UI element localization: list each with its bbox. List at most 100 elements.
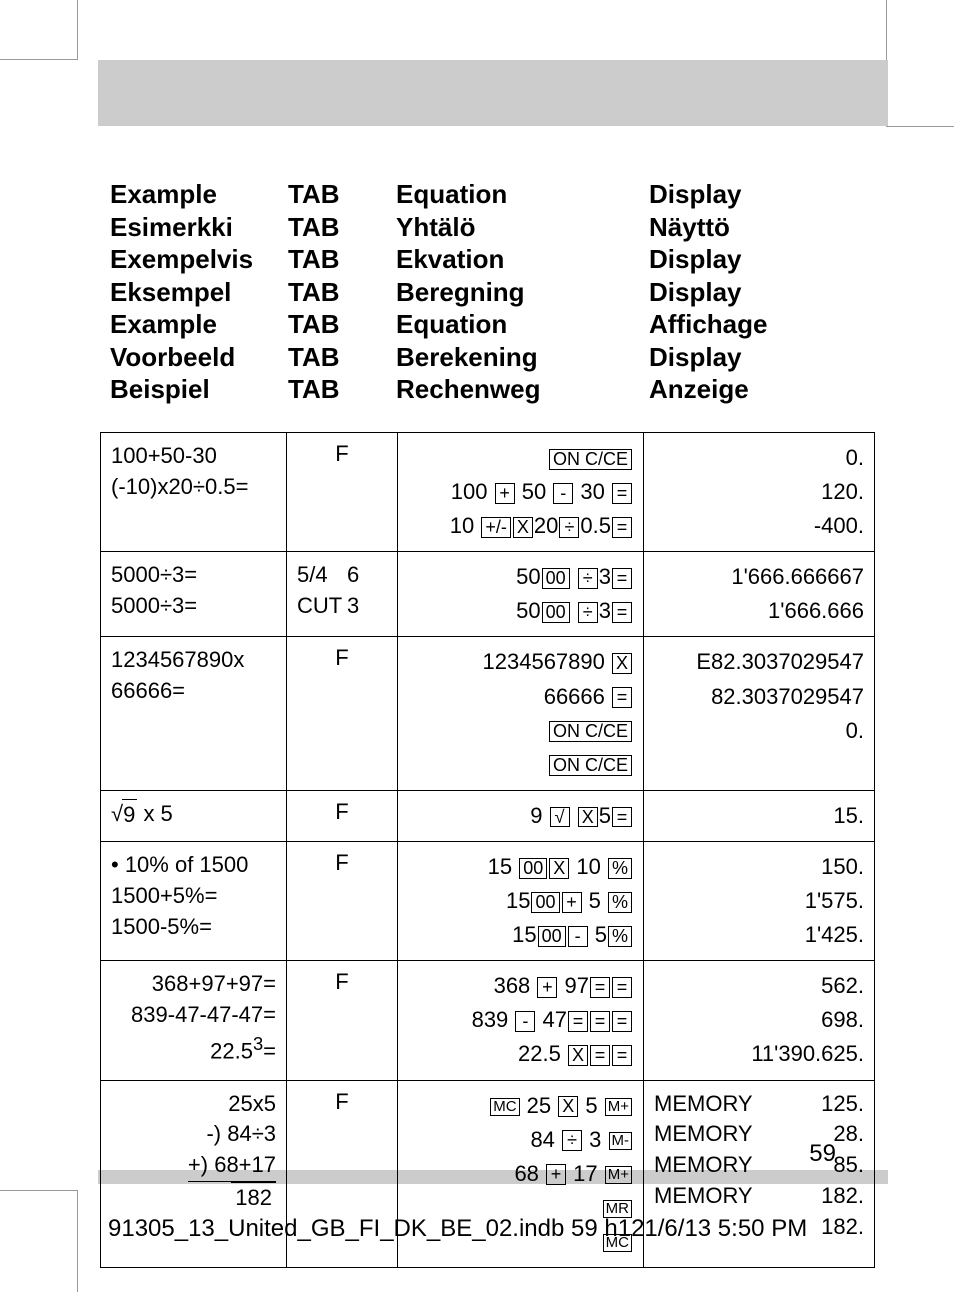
example-line: (-10)x20÷0.5=	[111, 472, 276, 503]
key-button: =	[612, 687, 632, 708]
display-cell: 562.698.11'390.625.	[644, 961, 875, 1080]
equation-line: 5000 ÷3=	[408, 560, 633, 594]
key-button: X	[568, 1045, 588, 1066]
display-line: MEMORY125.	[654, 1089, 864, 1120]
header-cell: TAB	[288, 178, 396, 211]
header-cell: Näyttö	[649, 211, 817, 244]
display-cell: 150.1'575.1'425.	[644, 841, 875, 960]
header-cell: Affichage	[649, 308, 817, 341]
tab-line: F	[297, 441, 387, 467]
equation-line: 1234567890 X	[408, 645, 633, 679]
gray-bar-top	[98, 60, 888, 126]
page: ExampleTABEquationDisplayEsimerkkiTABYht…	[0, 0, 954, 1292]
tab-cell: F	[287, 961, 398, 1080]
table-row: 368+97+97=839-47-47-47=22.53= F 368 + 97==…	[101, 961, 875, 1080]
equation-line: ON C/CE	[408, 714, 633, 748]
key-button: %	[608, 892, 632, 913]
display-line: MEMORY182.	[654, 1181, 864, 1212]
display-line: 1'575.	[654, 884, 864, 918]
key-button: 00	[542, 602, 570, 623]
equation-cell: 9 √ X5=	[398, 790, 644, 841]
header-cell: Berekening	[396, 341, 649, 374]
example-cell: 1234567890x66666=	[101, 637, 287, 790]
display-cell: 1'666.6666671'666.666	[644, 552, 875, 637]
equation-line: 1500- 5%	[408, 918, 633, 952]
header-cell: TAB	[288, 243, 396, 276]
key-button: +	[495, 483, 515, 504]
example-line: 25x5	[111, 1089, 276, 1120]
equation-cell: ON C/CE100 + 50 - 30 =10 +/-X20÷0.5=	[398, 433, 644, 552]
key-button: -	[553, 483, 573, 504]
key-button: +	[546, 1164, 566, 1185]
header-cell: Example	[110, 308, 288, 341]
header-cell: Display	[649, 341, 817, 374]
header-table: ExampleTABEquationDisplayEsimerkkiTABYht…	[110, 178, 817, 406]
table-row: 5000÷3=5000÷3=5/46CUT35000 ÷3=5000 ÷3=1'…	[101, 552, 875, 637]
equation-cell: 368 + 97==839 - 47===22.5 X==	[398, 961, 644, 1080]
equation-line: 68 + 17 M+	[408, 1157, 633, 1191]
key-button: X	[513, 517, 533, 538]
guide-h3	[0, 1190, 78, 1191]
header-cell: Eksempel	[110, 276, 288, 309]
table-row: • 10% of 15001500+5%=1500-5%=F15 00X 10 …	[101, 841, 875, 960]
tab-line: CUT3	[297, 591, 387, 622]
example-line: 839-47-47-47=	[111, 1000, 276, 1031]
display-line: -400.	[654, 509, 864, 543]
tab-line: F	[297, 969, 387, 995]
key-button: %	[608, 926, 632, 947]
tab-cell: 5/46CUT3	[287, 552, 398, 637]
example-line: 5000÷3=	[111, 560, 276, 591]
display-line: 0.	[654, 441, 864, 475]
header-cell: Rechenweg	[396, 373, 649, 406]
tab-line: F	[297, 645, 387, 671]
tab-cell: F	[287, 637, 398, 790]
key-button: =	[612, 517, 632, 538]
key-button: =	[612, 807, 632, 828]
guide-v3	[77, 1190, 78, 1292]
tab-line: F	[297, 1089, 387, 1115]
display-line: 1'425.	[654, 918, 864, 952]
equation-line: 100 + 50 - 30 =	[408, 475, 633, 509]
key-button: ÷	[578, 568, 598, 589]
example-cell: √9 x 5	[101, 790, 287, 841]
key-button: ON C/CE	[549, 721, 632, 742]
key-button: =	[568, 1011, 588, 1032]
display-line: 562.	[654, 969, 864, 1003]
key-button: =	[590, 1045, 610, 1066]
equation-line: 839 - 47===	[408, 1003, 633, 1037]
header-cell: Ekvation	[396, 243, 649, 276]
display-line: 698.	[654, 1003, 864, 1037]
header-cell: TAB	[288, 308, 396, 341]
page-number: 59	[809, 1140, 836, 1168]
example-line: 1500+5%=	[111, 881, 276, 912]
key-button: =	[612, 1011, 632, 1032]
display-line: 120.	[654, 475, 864, 509]
header-cell: Esimerkki	[110, 211, 288, 244]
key-button: M+	[605, 1166, 632, 1184]
header-cell: Equation	[396, 178, 649, 211]
header-cell: TAB	[288, 373, 396, 406]
example-cell: 5000÷3=5000÷3=	[101, 552, 287, 637]
guide-h1	[0, 59, 78, 60]
example-line: • 10% of 1500	[111, 850, 276, 881]
key-button: X	[612, 653, 632, 674]
display-line: 150.	[654, 850, 864, 884]
header-cell: Anzeige	[649, 373, 817, 406]
key-button: =	[612, 483, 632, 504]
key-button: %	[608, 858, 632, 879]
key-button: MC	[490, 1098, 519, 1116]
tab-cell: F	[287, 433, 398, 552]
example-cell: 368+97+97=839-47-47-47=22.53=	[101, 961, 287, 1080]
equation-line: 84 ÷ 3 M-	[408, 1123, 633, 1157]
key-button: =	[612, 1045, 632, 1066]
example-line: 66666=	[111, 676, 276, 707]
equation-line: 1500+ 5 %	[408, 884, 633, 918]
header-cell: TAB	[288, 341, 396, 374]
key-button: √	[550, 807, 570, 828]
key-button: +/-	[481, 517, 511, 538]
display-line: E82.3037029547	[654, 645, 864, 679]
key-button: M+	[605, 1098, 632, 1116]
key-button: 00	[538, 926, 566, 947]
tab-line: F	[297, 799, 387, 825]
equation-line: 22.5 X==	[408, 1037, 633, 1071]
